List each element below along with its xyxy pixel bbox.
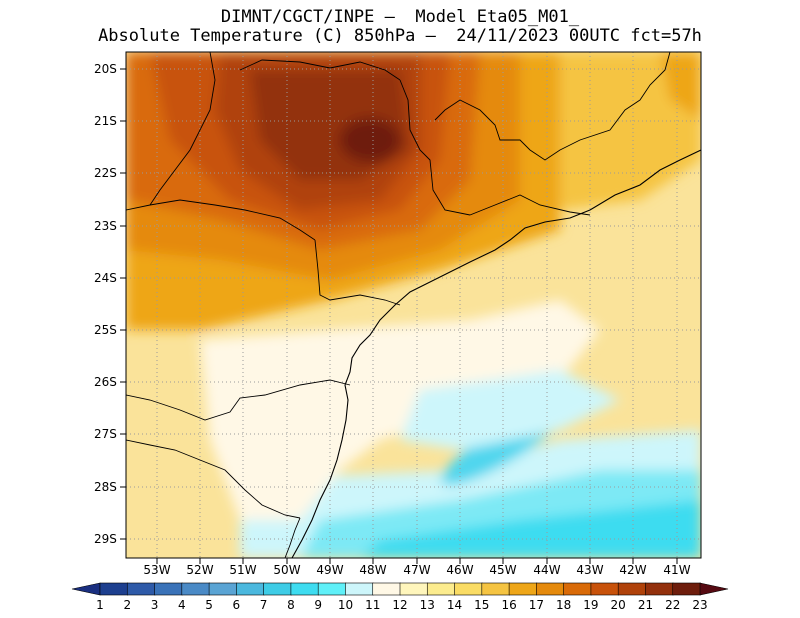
colorbar-swatch xyxy=(372,582,401,596)
colorbar-swatch xyxy=(154,582,183,596)
colorbar-swatch xyxy=(590,582,619,596)
colorbar-low-arrow xyxy=(71,582,101,596)
colorbar-swatch xyxy=(536,582,565,596)
lat-label: 23S xyxy=(94,219,117,233)
colorbar-label: 7 xyxy=(259,598,268,612)
lon-label: 43W xyxy=(576,563,604,577)
colorbar-swatch xyxy=(263,582,292,596)
lat-label: 29S xyxy=(94,532,117,546)
lat-label: 24S xyxy=(94,271,117,285)
colorbar-swatch xyxy=(426,582,456,596)
colorbar-swatch xyxy=(481,582,510,596)
colorbar-label: 21 xyxy=(637,598,654,612)
colorbar-label: 9 xyxy=(314,598,322,612)
lat-label: 26S xyxy=(94,375,117,389)
lon-label: 49W xyxy=(316,563,344,577)
graticule xyxy=(126,52,701,558)
colorbar-label: 8 xyxy=(287,598,295,612)
colorbar-swatch xyxy=(99,582,129,596)
colorbar-swatch xyxy=(508,582,538,596)
colorbar-swatch xyxy=(208,582,238,596)
colorbar-swatch xyxy=(645,582,674,596)
lat-label: 21S xyxy=(94,114,117,128)
colorbar-swatch xyxy=(345,582,374,596)
colorbar-label: 14 xyxy=(446,598,463,612)
lon-label: 51W xyxy=(229,563,257,577)
colorbar-label: 16 xyxy=(501,598,517,612)
colorbar-label: 6 xyxy=(232,598,241,612)
colorbar-swatch xyxy=(563,582,592,596)
colorbar-swatch xyxy=(181,582,210,596)
state-borders xyxy=(126,52,671,558)
colorbar-swatch xyxy=(672,582,701,596)
lon-label: 41W xyxy=(663,563,691,577)
colorbar-swatch xyxy=(617,582,647,596)
colorbar-label: 11 xyxy=(365,598,381,612)
lon-label: 45W xyxy=(489,563,517,577)
colorbar-label: 4 xyxy=(177,598,186,612)
colorbar-swatch xyxy=(236,582,265,596)
map-title-line2: Absolute Temperature (C) 850hPa – 24/11/… xyxy=(98,26,702,46)
lat-label: 20S xyxy=(94,62,117,76)
colorbar-label: 13 xyxy=(419,598,435,612)
lon-label: 42W xyxy=(619,563,647,577)
colorbar-label: 2 xyxy=(123,598,132,612)
colorbar-label: 5 xyxy=(205,598,213,612)
temperature-field xyxy=(126,52,701,558)
lon-label: 52W xyxy=(186,563,214,577)
colorbar-swatch xyxy=(454,582,483,596)
colorbar-label: 19 xyxy=(583,598,599,612)
colorbar xyxy=(71,582,729,596)
map-frame xyxy=(125,51,702,559)
colorbar-swatch xyxy=(399,582,429,596)
colorbar-label: 1 xyxy=(96,598,104,612)
colorbar-label: 10 xyxy=(337,598,354,612)
colorbar-high-arrow xyxy=(699,582,729,596)
lon-label: 48W xyxy=(359,563,387,577)
lon-label: 47W xyxy=(403,563,431,577)
lon-label: 53W xyxy=(143,563,171,577)
colorbar-swatch xyxy=(126,582,156,596)
colorbar-label: 20 xyxy=(610,598,626,612)
colorbar-label: 23 xyxy=(692,598,708,612)
lat-label: 22S xyxy=(94,166,117,180)
colorbar-label: 22 xyxy=(665,598,681,612)
colorbar-label: 17 xyxy=(528,598,544,612)
colorbar-label: 3 xyxy=(150,598,159,612)
lon-label: 50W xyxy=(273,563,301,577)
lat-label: 27S xyxy=(94,427,117,441)
colorbar-label: 12 xyxy=(392,598,408,612)
colorbar-swatch xyxy=(290,582,319,596)
axis-ticks xyxy=(120,68,678,564)
coastline xyxy=(291,149,701,558)
lat-label: 25S xyxy=(94,323,117,337)
lon-label: 46W xyxy=(446,563,474,577)
map-title-line1: DIMNT/CGCT/INPE – Model Eta05_M01_ xyxy=(220,7,580,27)
colorbar-label: 15 xyxy=(474,598,490,612)
lon-label: 44W xyxy=(533,563,561,577)
colorbar-swatch xyxy=(317,582,347,596)
lat-label: 28S xyxy=(94,480,117,494)
colorbar-label: 18 xyxy=(555,598,572,612)
